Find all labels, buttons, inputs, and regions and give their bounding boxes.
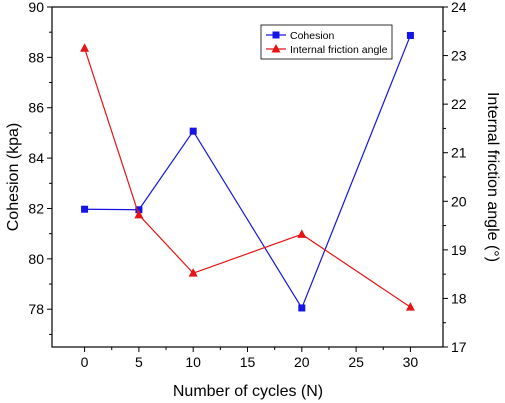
left-axis-title: Cohesion (kpa) [5, 123, 22, 232]
x-axis-title: Number of cycles (N) [173, 383, 323, 400]
x-tick-label: 0 [81, 354, 89, 370]
left-y-tick-label: 78 [28, 301, 44, 317]
cohesion-point [81, 205, 89, 213]
left-y-tick-label: 82 [28, 200, 44, 216]
friction-angle-line [84, 48, 411, 308]
left-y-tick-label: 84 [28, 150, 44, 166]
right-y-tick-label: 20 [451, 193, 467, 209]
right-y-tick-label: 17 [451, 339, 467, 355]
legend-friction-angle-label: Internal friction angle [290, 44, 388, 56]
legend-box [260, 24, 393, 60]
x-tick-label: 20 [294, 354, 310, 370]
x-tick-label: 15 [240, 354, 256, 370]
axes: 0 5 10 15 20 25 30 78 80 82 84 86 88 90 17 18 19 20 21 22 23… [28, 0, 466, 370]
legend-friction-angle-marker [271, 44, 281, 53]
right-y-tick-label: 21 [451, 145, 467, 161]
left-y-tick-label: 86 [28, 100, 44, 116]
right-axis-title: Internal friction angle (°) [484, 92, 501, 262]
right-y-tick-label: 24 [451, 0, 467, 15]
cohesion-point [135, 206, 143, 214]
cohesion-point [298, 304, 306, 312]
x-tick-label: 5 [135, 354, 143, 370]
legend-cohesion-marker [272, 31, 280, 39]
friction-angle-point [405, 302, 415, 311]
cohesion-point [406, 31, 414, 39]
right-y-tick-label: 22 [451, 96, 467, 112]
right-y-tick-label: 23 [451, 48, 467, 64]
x-tick-label: 30 [403, 354, 419, 370]
legend: Cohesion Internal friction angle [260, 24, 393, 60]
friction-angle-point [134, 209, 144, 219]
friction-angle-point [297, 229, 307, 238]
friction-angle-point [80, 43, 90, 52]
x-tick-label: 10 [185, 354, 201, 370]
friction-angle-point [188, 268, 198, 277]
left-y-tick-label: 88 [28, 49, 44, 65]
left-y-tick-label: 90 [28, 0, 44, 15]
cohesion-line [84, 35, 411, 310]
right-y-tick-label: 18 [451, 290, 467, 306]
x-tick-label: 25 [348, 354, 364, 370]
left-y-tick-label: 80 [28, 251, 44, 267]
cohesion-point [189, 127, 197, 135]
right-y-tick-label: 19 [451, 242, 467, 258]
legend-cohesion-label: Cohesion [290, 30, 335, 42]
series-layer [80, 31, 415, 312]
